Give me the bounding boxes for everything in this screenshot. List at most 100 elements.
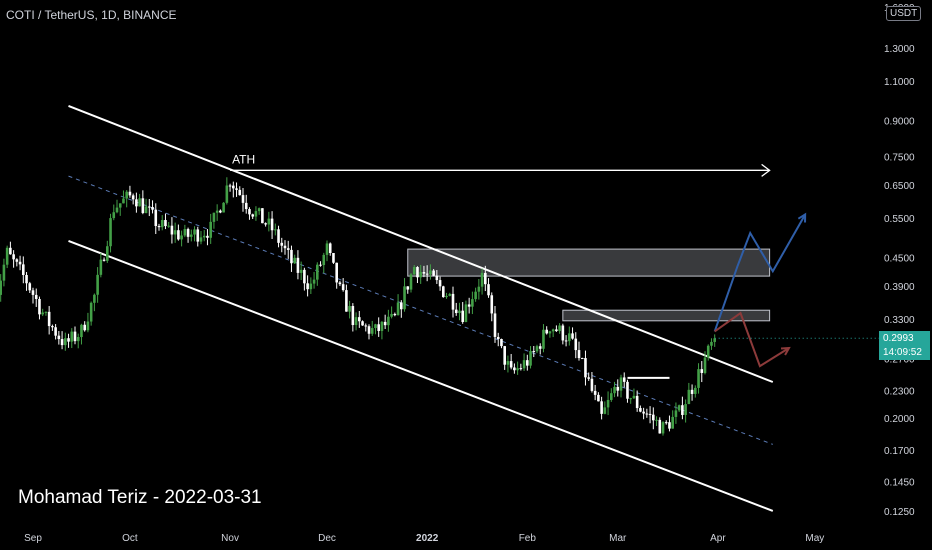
candle-body[interactable] xyxy=(232,185,235,189)
candle-body[interactable] xyxy=(241,195,245,203)
candle-body[interactable] xyxy=(206,235,209,238)
candle-body[interactable] xyxy=(600,401,603,414)
candle-body[interactable] xyxy=(283,245,287,249)
candle-body[interactable] xyxy=(306,283,309,290)
candle-body[interactable] xyxy=(251,214,254,217)
candle-body[interactable] xyxy=(5,247,9,265)
candle-body[interactable] xyxy=(335,262,338,283)
candle-body[interactable] xyxy=(503,346,506,365)
candle-body[interactable] xyxy=(183,229,187,236)
candle-body[interactable] xyxy=(277,229,280,243)
candle-body[interactable] xyxy=(429,270,432,275)
candle-body[interactable] xyxy=(190,234,193,237)
candle-body[interactable] xyxy=(309,283,313,290)
candle-body[interactable] xyxy=(332,252,335,263)
candle-body[interactable] xyxy=(44,311,48,313)
candle-body[interactable] xyxy=(186,229,190,237)
candle-body[interactable] xyxy=(551,329,555,332)
candle-body[interactable] xyxy=(367,326,371,334)
candle-body[interactable] xyxy=(484,272,487,285)
candle-body[interactable] xyxy=(135,199,138,207)
candle-body[interactable] xyxy=(212,212,216,222)
candle-body[interactable] xyxy=(545,329,548,334)
candle-body[interactable] xyxy=(538,346,542,349)
candle-body[interactable] xyxy=(106,246,109,261)
candle-body[interactable] xyxy=(616,386,620,391)
candle-body[interactable] xyxy=(532,351,536,353)
candle-body[interactable] xyxy=(254,211,258,217)
candle-body[interactable] xyxy=(228,185,232,187)
candle-body[interactable] xyxy=(219,210,222,213)
candle-body[interactable] xyxy=(622,377,626,382)
candle-body[interactable] xyxy=(280,242,284,246)
candle-body[interactable] xyxy=(316,264,319,280)
candle-body[interactable] xyxy=(154,209,158,227)
candle-body[interactable] xyxy=(112,212,116,219)
candle-body[interactable] xyxy=(639,408,642,412)
candle-body[interactable] xyxy=(118,203,122,208)
candle-body[interactable] xyxy=(303,269,306,284)
candle-body[interactable] xyxy=(248,209,251,215)
candle-body[interactable] xyxy=(687,389,691,405)
candle-body[interactable] xyxy=(684,404,687,415)
candle-body[interactable] xyxy=(354,317,358,326)
candle-body[interactable] xyxy=(451,293,455,310)
candle-body[interactable] xyxy=(70,331,74,342)
candle-body[interactable] xyxy=(322,254,326,266)
candle-body[interactable] xyxy=(425,273,429,275)
candle-body[interactable] xyxy=(655,419,658,421)
candle-body[interactable] xyxy=(270,218,274,231)
candle-body[interactable] xyxy=(487,284,490,296)
candle-body[interactable] xyxy=(587,377,590,379)
candle-body[interactable] xyxy=(568,333,571,342)
candle-body[interactable] xyxy=(584,358,587,378)
candle-body[interactable] xyxy=(73,331,77,342)
candle-body[interactable] xyxy=(412,267,416,275)
candle-body[interactable] xyxy=(102,259,106,261)
candle-body[interactable] xyxy=(267,218,271,225)
currency-badge[interactable]: USDT xyxy=(886,6,922,21)
candle-body[interactable] xyxy=(202,235,206,238)
candle-body[interactable] xyxy=(471,299,474,307)
candle-body[interactable] xyxy=(138,198,141,207)
candle-body[interactable] xyxy=(274,229,277,231)
candle-body[interactable] xyxy=(141,198,145,214)
candle-body[interactable] xyxy=(374,324,377,329)
resistance-zone[interactable] xyxy=(562,309,771,322)
candle-body[interactable] xyxy=(652,414,655,421)
candle-body[interactable] xyxy=(60,339,64,346)
candle-body[interactable] xyxy=(445,295,448,298)
candle-body[interactable] xyxy=(571,333,574,339)
candle-body[interactable] xyxy=(345,290,348,312)
candle-body[interactable] xyxy=(610,393,613,400)
candle-body[interactable] xyxy=(574,338,578,351)
candle-body[interactable] xyxy=(606,399,610,408)
candle-body[interactable] xyxy=(390,313,393,317)
candle-body[interactable] xyxy=(442,286,445,298)
candle-body[interactable] xyxy=(148,206,151,208)
candle-body[interactable] xyxy=(577,350,581,359)
candle-body[interactable] xyxy=(47,311,51,327)
candle-body[interactable] xyxy=(54,327,57,336)
candle-body[interactable] xyxy=(461,310,464,322)
candle-body[interactable] xyxy=(480,272,484,287)
candle-body[interactable] xyxy=(38,298,41,315)
candle-body[interactable] xyxy=(22,264,25,275)
candle-body[interactable] xyxy=(519,368,523,370)
candle-body[interactable] xyxy=(580,358,584,360)
candle-body[interactable] xyxy=(358,317,361,322)
candle-body[interactable] xyxy=(131,195,135,200)
candle-body[interactable] xyxy=(96,274,99,295)
candle-body[interactable] xyxy=(0,280,2,295)
candle-body[interactable] xyxy=(555,329,558,332)
candle-body[interactable] xyxy=(677,405,681,411)
candle-body[interactable] xyxy=(613,386,616,394)
channel-lower-line[interactable] xyxy=(68,239,774,512)
candle-body[interactable] xyxy=(109,218,112,247)
candle-body[interactable] xyxy=(713,338,716,342)
candle-body[interactable] xyxy=(674,410,678,417)
candle-body[interactable] xyxy=(668,422,671,429)
candle-body[interactable] xyxy=(209,221,212,238)
candle-body[interactable] xyxy=(193,229,196,235)
candle-body[interactable] xyxy=(664,422,668,424)
